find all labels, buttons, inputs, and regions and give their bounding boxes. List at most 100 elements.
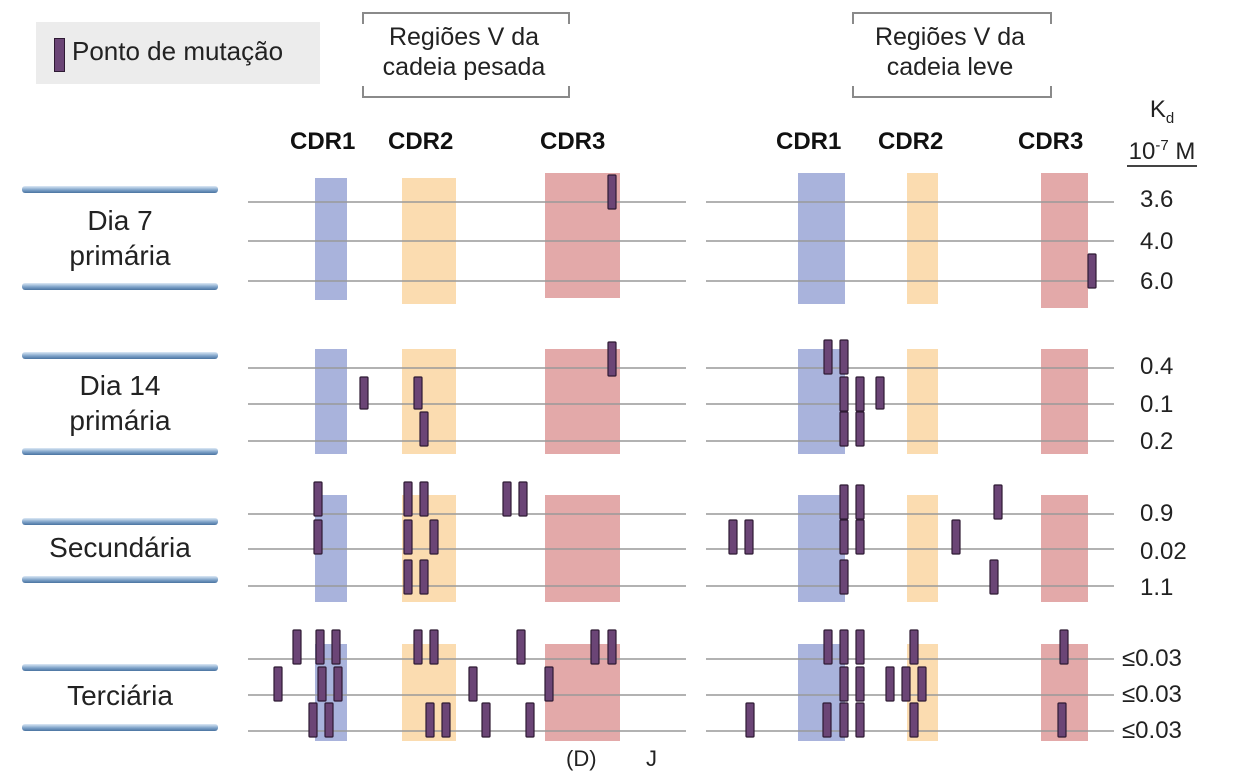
mutation-mark — [855, 411, 865, 447]
mutation-mark — [839, 484, 849, 520]
heavy-cdr1-header: CDR1 — [290, 128, 356, 155]
mutation-mark — [901, 666, 911, 702]
stage-3-line1: Secundária — [49, 532, 191, 563]
kd-value: 0.2 — [1140, 428, 1174, 455]
light-region-label-line1: Regiões V da — [874, 23, 1026, 51]
mutation-mark — [728, 519, 738, 555]
stage-2-rule-bottom — [22, 448, 218, 455]
mutation-mark — [516, 629, 526, 665]
kd-value: 1.1 — [1140, 574, 1174, 601]
mutation-mark — [993, 484, 1003, 520]
mutation-mark — [839, 702, 849, 738]
mutation-mark — [413, 376, 423, 410]
mutation-mark — [403, 559, 413, 595]
kd-header: Kd 10-7 M — [1112, 96, 1212, 167]
mutation-mark — [324, 702, 334, 738]
light-region-label-line2: cadeia leve — [886, 53, 1014, 81]
mutation-mark — [989, 559, 999, 595]
stage-4-rule-top — [22, 664, 218, 671]
stage-2-line2: primária — [69, 405, 171, 436]
kd-value: ≤0.03 — [1122, 717, 1182, 744]
kd-unit: 10-7 M — [1126, 132, 1198, 167]
mutation-mark — [403, 481, 413, 517]
mutation-mark — [917, 666, 927, 702]
stage-1-rule-top — [22, 186, 218, 193]
mutation-mark — [333, 666, 343, 702]
stage-1-line2: primária — [69, 240, 171, 271]
heavy-cdr2-header: CDR2 — [388, 128, 454, 155]
stage-4-line1: Terciária — [67, 680, 173, 711]
mutation-mark — [855, 666, 865, 702]
cdr2-band — [402, 349, 456, 454]
sequence-lines — [248, 201, 1114, 732]
mutation-mark — [1057, 702, 1067, 738]
mutation-mark — [855, 519, 865, 555]
mutation-mark — [839, 666, 849, 702]
stage-1-label: Dia 7 primária — [23, 203, 217, 273]
cdr1-band — [315, 178, 347, 300]
mutation-mark — [875, 376, 885, 410]
stage-4-rule-bottom — [22, 724, 218, 731]
mutation-mark — [885, 666, 895, 702]
legend: Ponto de mutação — [36, 22, 320, 84]
mutation-mark — [839, 559, 849, 595]
mutation-mark — [590, 629, 600, 665]
light-region-bracket-top — [852, 12, 1052, 24]
kd-value: ≤0.03 — [1122, 645, 1182, 672]
mutation-mark — [744, 519, 754, 555]
light-cdr1-header: CDR1 — [776, 128, 842, 155]
stage-3-rule-bottom — [22, 576, 218, 583]
mutation-mark — [308, 702, 318, 738]
mutation-mark — [839, 629, 849, 665]
stage-1-rule-bottom — [22, 283, 218, 290]
kd-value: 6.0 — [1140, 268, 1174, 295]
kd-value: 4.0 — [1140, 228, 1174, 255]
mutation-mark — [544, 666, 554, 702]
mutation-mark — [468, 666, 478, 702]
mutation-mark — [607, 341, 617, 377]
light-cdr2-header: CDR2 — [878, 128, 944, 155]
mutation-mark — [315, 629, 325, 665]
kd-value: 0.02 — [1140, 538, 1187, 565]
mutation-mark — [823, 339, 833, 375]
mutation-mark — [441, 702, 451, 738]
mutation-mark — [607, 174, 617, 210]
heavy-region-bracket-top — [362, 12, 570, 24]
mutation-mark — [855, 702, 865, 738]
mutation-mark — [419, 559, 429, 595]
kd-value: 0.1 — [1140, 391, 1174, 418]
heavy-region-label-line2: cadeia pesada — [382, 53, 546, 81]
mutation-mark — [839, 411, 849, 447]
cdr1-band — [315, 349, 347, 454]
heavy-region-bracket-bottom — [362, 86, 570, 98]
mutation-mark — [745, 702, 755, 738]
mutation-marks — [273, 174, 1097, 738]
mutation-mark — [425, 702, 435, 738]
cdr-bands — [315, 173, 1088, 741]
mutation-mark — [822, 702, 832, 738]
kd-value: 3.6 — [1140, 186, 1174, 213]
stage-2-line1: Dia 14 — [79, 370, 161, 401]
mutation-mark — [951, 519, 961, 555]
stage-2-rule-top — [22, 352, 218, 359]
mutation-mark — [403, 519, 413, 555]
heavy-cdr3-header: CDR3 — [540, 128, 606, 155]
mutation-mark — [909, 629, 919, 665]
mutation-mark — [1087, 253, 1097, 289]
mutation-mark — [855, 484, 865, 520]
mutation-mark — [823, 629, 833, 665]
mutation-mark — [909, 702, 919, 738]
mutation-mark — [273, 666, 283, 702]
light-region-label: Regiões V da cadeia leve — [840, 22, 1060, 82]
mutation-mark — [313, 481, 323, 517]
kd-value: 0.9 — [1140, 500, 1174, 527]
legend-label: Ponto de mutação — [72, 36, 284, 66]
mutation-point-swatch — [54, 38, 65, 72]
mutation-mark — [429, 519, 439, 555]
kd-symbol: Kd — [1149, 96, 1175, 127]
mutation-mark — [331, 629, 341, 665]
cdr2-band — [907, 349, 938, 454]
mutation-mark — [518, 481, 528, 517]
cdr3-band — [1041, 349, 1088, 454]
